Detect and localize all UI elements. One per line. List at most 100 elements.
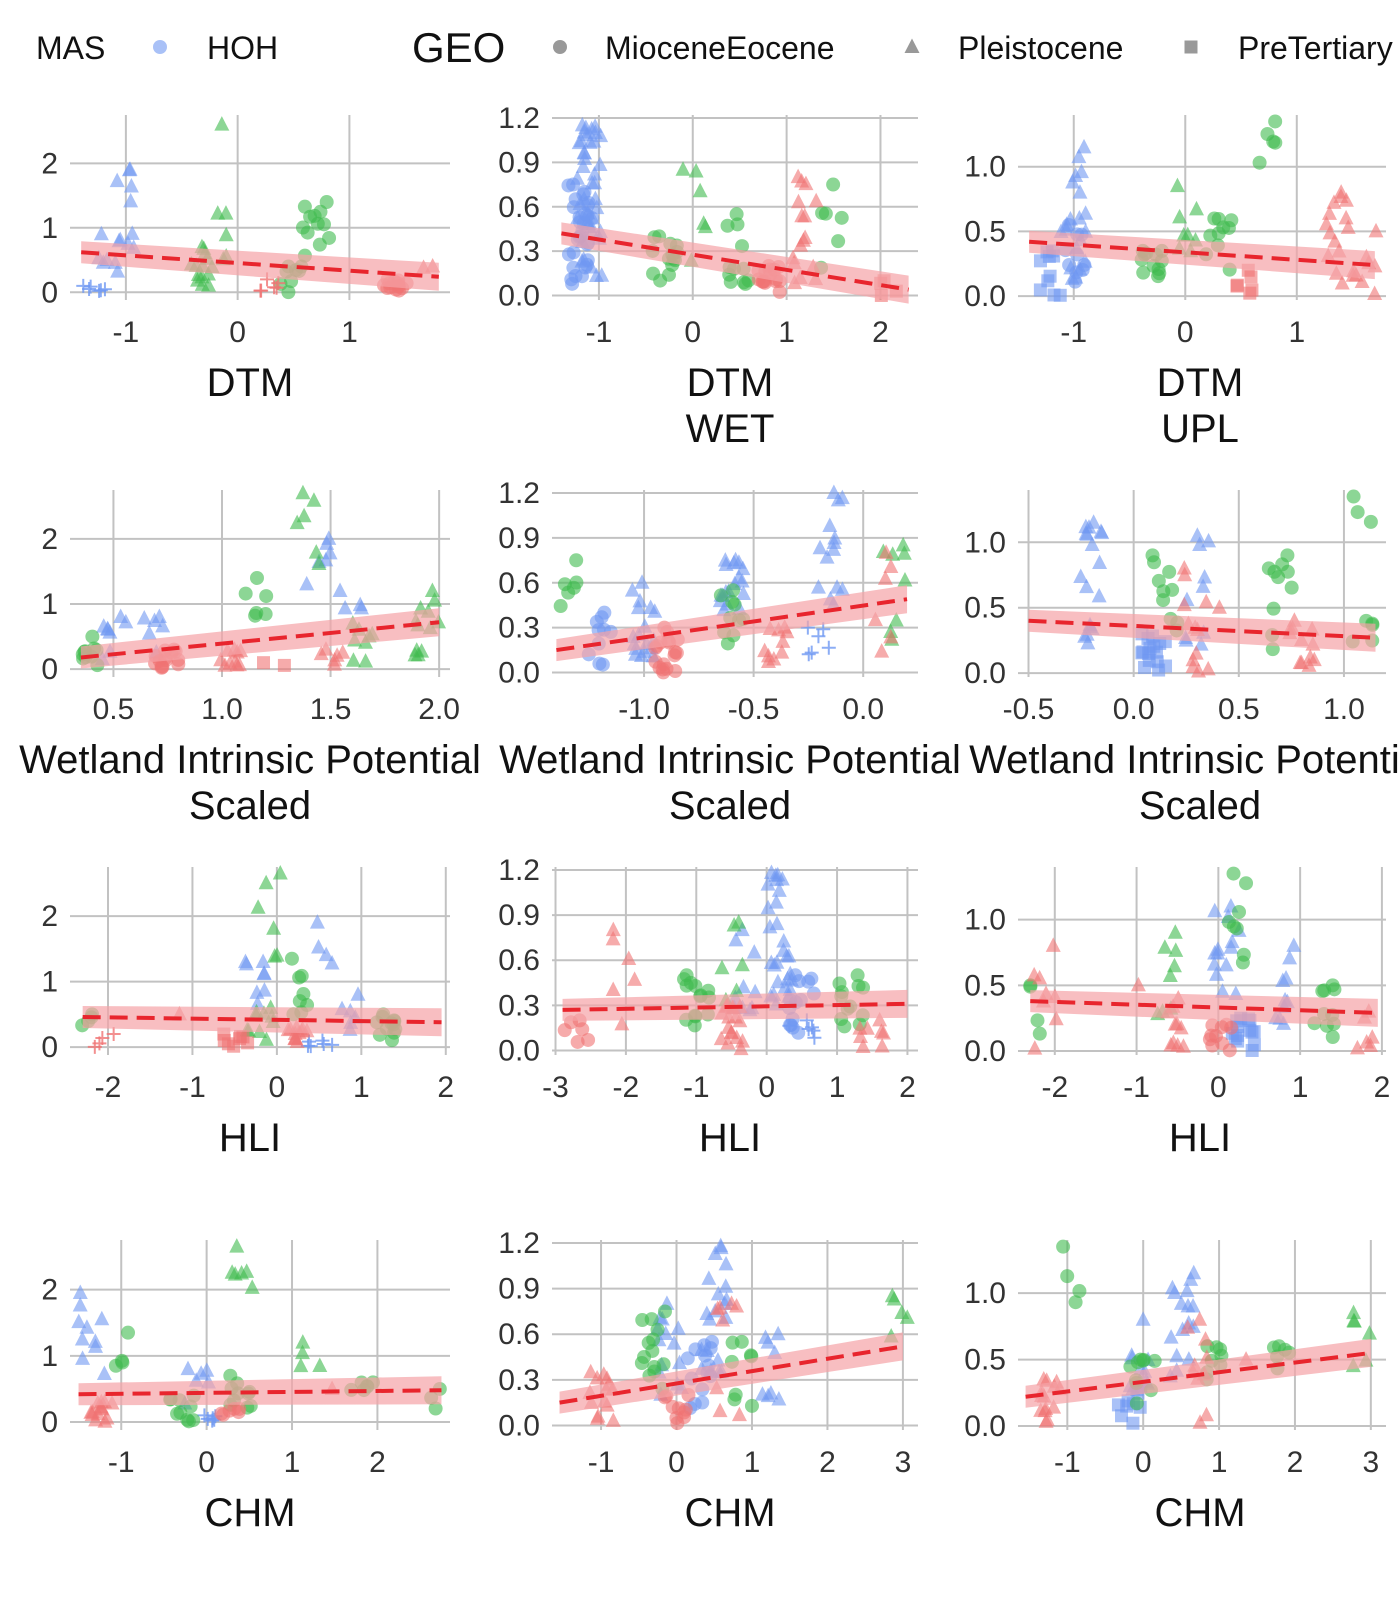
point-red-triangle xyxy=(712,1402,728,1418)
point-blue-triangle xyxy=(1092,554,1108,569)
y-tick-label: 0.0 xyxy=(498,1034,540,1067)
point-red-triangle xyxy=(713,1030,729,1046)
y-tick-label: 1.0 xyxy=(964,526,1006,559)
point-blue-circle xyxy=(1068,274,1083,289)
point-blue-triangle xyxy=(1163,1329,1179,1344)
point-red-circle xyxy=(1222,1043,1237,1058)
point-blue-circle xyxy=(594,610,609,625)
point-blue-triangle xyxy=(1278,969,1294,985)
point-blue-triangle xyxy=(1195,578,1211,593)
y-tick-label: 0 xyxy=(41,276,58,309)
point-blue-triangle xyxy=(71,1313,87,1329)
point-blue-triangle xyxy=(299,575,315,591)
x-tick-label: 1.0 xyxy=(1323,693,1365,726)
point-green-triangle xyxy=(1166,957,1182,973)
point-green-triangle xyxy=(424,582,440,597)
point-red-triangle xyxy=(621,950,637,965)
point-blue-triangle xyxy=(1201,532,1217,548)
point-green-triangle xyxy=(886,1291,902,1306)
point-blue-triangle xyxy=(1286,937,1302,952)
point-green-circle xyxy=(1284,580,1299,595)
point-green-circle xyxy=(1147,555,1162,570)
legend-key-pleistocene xyxy=(904,38,920,53)
point-green-circle xyxy=(635,1313,650,1328)
point-green-triangle xyxy=(218,226,234,242)
point-red-circle xyxy=(669,645,684,660)
point-red-plus xyxy=(106,1027,121,1042)
y-tick-label: 0.3 xyxy=(498,1364,540,1397)
y-tick-label: 0.0 xyxy=(964,1035,1006,1068)
panel-r2-c2: -2 -1 0 1 2 0.0 0.5 1.0 HLI xyxy=(964,866,1390,1160)
y-tick-label: 1 xyxy=(41,588,58,621)
point-blue-plus xyxy=(325,1037,340,1052)
point-red-circle xyxy=(557,1023,572,1038)
x-tick-label: 2 xyxy=(819,1446,836,1479)
point-red-circle xyxy=(1214,1020,1229,1035)
point-green-circle xyxy=(569,553,584,568)
y-tick-label: 1 xyxy=(41,212,58,245)
point-green-circle xyxy=(1363,514,1378,529)
point-red-plus xyxy=(269,280,284,295)
point-blue-triangle xyxy=(760,899,776,915)
point-green-circle xyxy=(728,1387,743,1402)
point-green-circle xyxy=(1147,1353,1162,1368)
point-red-circle xyxy=(216,1407,231,1422)
point-blue-triangle xyxy=(576,144,592,159)
point-blue-triangle xyxy=(180,1360,196,1376)
point-blue-triangle xyxy=(238,955,254,971)
point-blue-circle xyxy=(1061,217,1076,232)
point-green-circle xyxy=(1226,866,1241,881)
point-blue-triangle xyxy=(826,541,842,556)
point-blue-triangle xyxy=(123,177,139,193)
point-green-circle xyxy=(850,968,865,983)
y-tick-label: 0.3 xyxy=(498,612,540,645)
point-red-triangle xyxy=(855,1038,871,1054)
x-tick-label: 0.0 xyxy=(1113,693,1155,726)
point-red-triangle xyxy=(1191,663,1207,678)
point-red-triangle xyxy=(627,971,643,986)
x-tick-label: 1 xyxy=(1292,1071,1309,1104)
point-red-triangle xyxy=(1199,1349,1215,1364)
point-green-triangle xyxy=(224,1264,240,1279)
point-green-triangle xyxy=(726,917,742,932)
point-blue-triangle xyxy=(110,263,126,278)
point-blue-triangle xyxy=(587,124,603,139)
point-red-triangle xyxy=(867,611,883,627)
point-green-triangle xyxy=(734,956,750,972)
point-green-triangle xyxy=(729,982,745,998)
point-red-triangle xyxy=(614,1015,630,1031)
point-blue-triangle xyxy=(701,1270,717,1285)
y-tick-label: 0.0 xyxy=(498,657,540,690)
point-green-triangle xyxy=(888,612,904,627)
point-green-triangle xyxy=(358,653,374,668)
point-blue-circle xyxy=(561,178,576,193)
x-tick-label: -1 xyxy=(1123,1071,1150,1104)
point-blue-triangle xyxy=(1169,1347,1185,1363)
point-green-triangle xyxy=(272,865,288,880)
point-blue-triangle xyxy=(1192,536,1208,551)
point-red-triangle xyxy=(313,645,329,661)
point-green-circle xyxy=(1268,135,1283,150)
legend-geo-title: GEO xyxy=(412,24,505,71)
point-green-circle xyxy=(249,570,264,585)
panel-r1-c0: 0.5 1.0 1.5 2.0 0 1 2 Wetland Intrinsic Potenti… xyxy=(19,484,481,828)
point-green-circle xyxy=(1123,1359,1138,1374)
point-green-circle xyxy=(834,210,849,225)
x-tick-label: 2 xyxy=(369,1446,386,1479)
point-blue-triangle xyxy=(337,599,353,615)
x-tick-label: 1 xyxy=(778,316,795,349)
y-tick-label: 1 xyxy=(41,1340,58,1373)
point-green-circle xyxy=(1068,1295,1083,1310)
y-tick-label: 0.9 xyxy=(498,522,540,555)
point-blue-triangle xyxy=(587,166,603,181)
x-tick-label: 2 xyxy=(437,1071,454,1104)
point-blue-triangle xyxy=(776,933,792,948)
y-tick-label: 1.2 xyxy=(498,477,540,510)
x-tick-label: 1 xyxy=(1211,1446,1228,1479)
point-red-triangle xyxy=(774,644,790,659)
point-blue-triangle xyxy=(726,554,742,570)
point-blue-circle xyxy=(566,260,581,275)
x-axis-title: DTM xyxy=(1157,361,1244,405)
point-green-circle xyxy=(181,1414,196,1429)
x-tick-label: 1 xyxy=(829,1071,846,1104)
